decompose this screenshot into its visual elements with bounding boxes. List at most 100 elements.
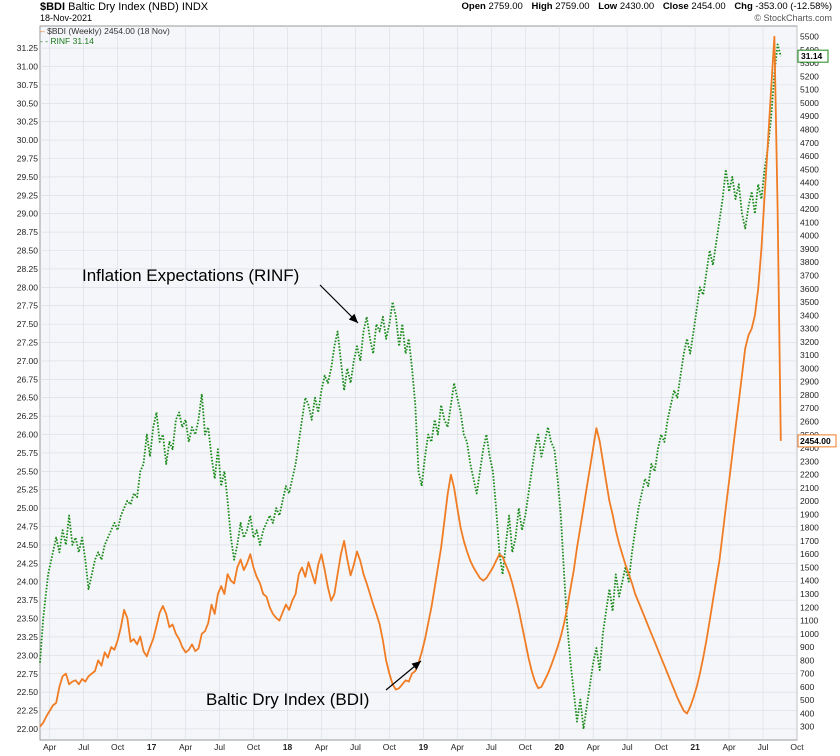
left-tick-label: 31.00 (17, 61, 39, 71)
arrow-rinf-head (348, 313, 358, 323)
close-value: 2454.00 (691, 1, 726, 12)
right-tick-label: 4900 (800, 111, 819, 121)
right-tick-label: 1800 (800, 523, 819, 533)
x-tick-label: Jul (214, 742, 225, 752)
legend-bdi-label: $BDI (Weekly) 2454.00 (18 Nov) (47, 26, 170, 36)
right-tick-label: 700 (800, 669, 814, 679)
left-tick-label: 25.50 (17, 466, 39, 476)
right-tick-label: 2900 (800, 377, 819, 387)
x-tick-label: Oct (111, 742, 125, 752)
x-tick-label: Apr (451, 742, 464, 752)
ohlc-readout: Open 2759.00 High 2759.00 Low 2430.00 Cl… (456, 1, 832, 12)
high-label: High (531, 1, 553, 12)
x-tick-label: Oct (790, 742, 804, 752)
high-value: 2759.00 (555, 1, 590, 12)
symbol: $BDI (40, 1, 66, 13)
arrow-bdi-head (411, 661, 421, 670)
legend-rinf-label: RINF 31.14 (50, 36, 94, 46)
chg-label: Chg (734, 1, 753, 12)
left-tick-label: 30.75 (17, 80, 39, 90)
left-tick-label: 26.75 (17, 374, 39, 384)
x-tick-label: Jul (486, 742, 497, 752)
left-tick-label: 29.25 (17, 190, 39, 200)
left-tick-label: 26.00 (17, 430, 39, 440)
left-tick-label: 28.50 (17, 246, 39, 256)
rinf-series-line (39, 43, 782, 730)
brand-watermark: © StockCharts.com (754, 13, 832, 23)
right-tick-label: 3000 (800, 363, 819, 373)
x-tick-label: Jul (758, 742, 769, 752)
x-tick-label: Apr (43, 742, 56, 752)
x-tick-label: Apr (179, 742, 192, 752)
right-tick-label: 3100 (800, 350, 819, 360)
right-tick-label: 4400 (800, 178, 819, 188)
left-tick-label: 28.25 (17, 264, 39, 274)
x-tick-label: 18 (283, 742, 293, 752)
right-tick-label: 2400 (800, 443, 819, 453)
right-tick-label: 4500 (800, 164, 819, 174)
left-tick-label: 25.25 (17, 485, 39, 495)
annotation-bdi: Baltic Dry Index (BDI) (206, 690, 370, 709)
right-tick-label: 4600 (800, 151, 819, 161)
x-tick-label: 20 (554, 742, 564, 752)
chart-date: 18-Nov-2021 (40, 13, 93, 23)
left-tick-label: 28.00 (17, 282, 39, 292)
left-tick-label: 24.75 (17, 522, 39, 532)
left-tick-label: 24.25 (17, 558, 39, 568)
right-tick-label: 2800 (800, 390, 819, 400)
x-tick-label: Oct (383, 742, 397, 752)
left-tick-label: 27.75 (17, 301, 39, 311)
right-tick-label: 4100 (800, 217, 819, 227)
right-tick-label: 4000 (800, 231, 819, 241)
x-tick-label: 21 (690, 742, 700, 752)
x-tick-label: Apr (587, 742, 600, 752)
right-tick-label: 1300 (800, 589, 819, 599)
left-tick-label: 23.00 (17, 650, 39, 660)
right-tick-label: 3500 (800, 297, 819, 307)
left-tick-label: 24.50 (17, 540, 39, 550)
left-tick-label: 25.00 (17, 503, 39, 513)
bdi-last-label: 2454.00 (800, 436, 831, 446)
left-tick-label: 29.00 (17, 209, 39, 219)
low-value: 2430.00 (619, 1, 655, 12)
rinf-last-box (797, 49, 829, 63)
x-tick-label: 19 (419, 742, 429, 752)
x-tick-label: Jul (622, 742, 633, 752)
chg-value: -353.00 (-12.58%) (755, 1, 832, 12)
left-tick-label: 29.75 (17, 153, 39, 163)
left-tick-label: 30.00 (17, 135, 39, 145)
open-value: 2759.00 (488, 1, 523, 12)
annotation-rinf: Inflation Expectations (RINF) (82, 266, 300, 285)
x-tick-label: Oct (247, 742, 261, 752)
right-tick-label: 3900 (800, 244, 819, 254)
left-tick-label: 23.50 (17, 614, 39, 624)
left-tick-label: 30.50 (17, 98, 39, 108)
x-tick-label: Oct (655, 742, 669, 752)
right-tick-label: 600 (800, 682, 814, 692)
left-tick-label: 27.25 (17, 338, 39, 348)
symbol-line: $BDI Baltic Dry Index (NBD) INDX (40, 1, 208, 13)
right-tick-label: 2100 (800, 483, 819, 493)
right-tick-label: 3800 (800, 257, 819, 267)
right-tick-label: 1500 (800, 562, 819, 572)
right-tick-label: 4700 (800, 138, 819, 148)
right-tick-label: 4200 (800, 204, 819, 214)
right-tick-label: 3600 (800, 284, 819, 294)
left-tick-label: 31.25 (17, 43, 39, 53)
left-tick-label: 27.00 (17, 356, 39, 366)
rinf-last-label: 31.14 (801, 51, 823, 61)
chart-header: $BDI Baltic Dry Index (NBD) INDX 18-Nov-… (0, 0, 840, 26)
left-tick-label: 26.50 (17, 393, 39, 403)
left-tick-label: 22.25 (17, 706, 39, 716)
right-tick-label: 3400 (800, 310, 819, 320)
x-tick-label: 17 (147, 742, 157, 752)
right-tick-label: 2600 (800, 416, 819, 426)
x-tick-label: Apr (722, 742, 735, 752)
left-tick-label: 25.75 (17, 448, 39, 458)
exchange: INDX (181, 1, 209, 13)
right-tick-label: 1700 (800, 536, 819, 546)
right-tick-label: 1100 (800, 616, 819, 626)
right-tick-label: 1400 (800, 576, 819, 586)
plot-area (39, 25, 798, 741)
